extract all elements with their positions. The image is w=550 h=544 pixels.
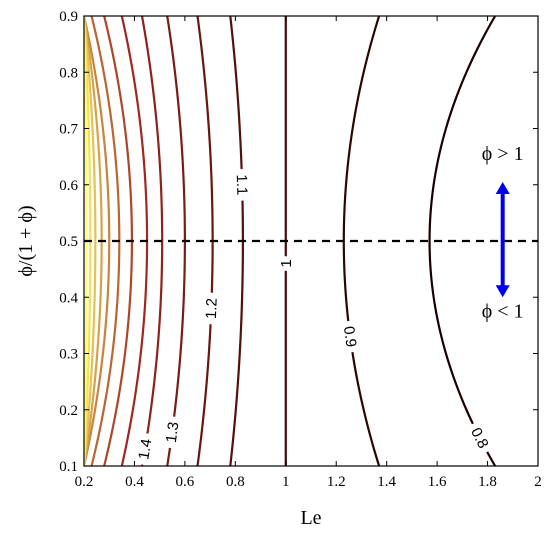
y-tick-label: 0.2 (59, 403, 78, 419)
contour-label-text: 0.9 (340, 325, 360, 348)
arrow-head-up (495, 181, 510, 194)
y-tick-label: 0.9 (59, 9, 78, 25)
contour-label-text: 1.2 (203, 298, 221, 319)
y-tick-label: 0.6 (59, 178, 78, 194)
contour-line-1-8 (82, 15, 111, 467)
y-tick-label: 0.5 (59, 234, 78, 250)
contour-label-0-9: 0.9 (338, 319, 363, 354)
lean-annotation: ϕ < 1 (482, 300, 524, 322)
contour-label-text: 1 (278, 259, 295, 267)
y-axis-label: ϕ/(1 + ϕ) (15, 205, 37, 276)
x-tick-label: 0.6 (176, 474, 195, 490)
x-tick-label: 1.6 (428, 474, 447, 490)
contour-line-0-9 (342, 15, 381, 467)
x-tick-label: 2 (534, 474, 542, 490)
x-tick-label: 0.4 (125, 474, 144, 490)
contour-label-1-1: 1.1 (231, 168, 253, 201)
contour-label-1-2: 1.2 (200, 292, 222, 325)
y-axis-ticks: 0.1 0.2 0.3 0.4 0.5 0.6 0.7 0.8 0.9 (59, 9, 538, 475)
x-axis-label: Le (300, 507, 321, 529)
x-tick-label: 1 (282, 474, 290, 490)
contour-label-text: 1.3 (163, 421, 183, 444)
y-tick-label: 0.8 (59, 65, 78, 81)
x-tick-label: 0.2 (75, 474, 94, 490)
contour-label-text: 1.1 (233, 174, 251, 195)
contour-line-2 (82, 15, 97, 467)
x-tick-label: 1.2 (327, 474, 346, 490)
contour-label-text: 1.4 (135, 438, 155, 461)
contour-label-1: 1 (275, 256, 296, 271)
rich-annotation: ϕ > 1 (482, 143, 524, 165)
x-axis-ticks: 0.2 0.4 0.6 0.8 1 1.2 1.4 1.6 1.8 2 (75, 16, 542, 490)
contour-labels: 0.8 0.9 1 1.1 1.2 1.3 1.4 (132, 168, 496, 467)
x-tick-label: 0.8 (226, 474, 245, 490)
arrow-head-down (495, 285, 510, 298)
x-tick-label: 1.4 (377, 474, 396, 490)
y-tick-label: 0.1 (59, 459, 78, 475)
x-tick-label: 1.8 (478, 474, 497, 490)
y-tick-label: 0.3 (59, 347, 78, 363)
contour-label-0-8: 0.8 (463, 419, 496, 457)
contour-label-1-3: 1.3 (160, 415, 185, 450)
y-tick-label: 0.7 (59, 122, 78, 138)
contour-line-1-4 (140, 15, 164, 467)
contour-line-0-8 (428, 15, 497, 467)
y-tick-label: 0.4 (59, 290, 78, 306)
contour-label-1-4: 1.4 (132, 431, 158, 467)
rich-lean-arrow (495, 181, 510, 298)
